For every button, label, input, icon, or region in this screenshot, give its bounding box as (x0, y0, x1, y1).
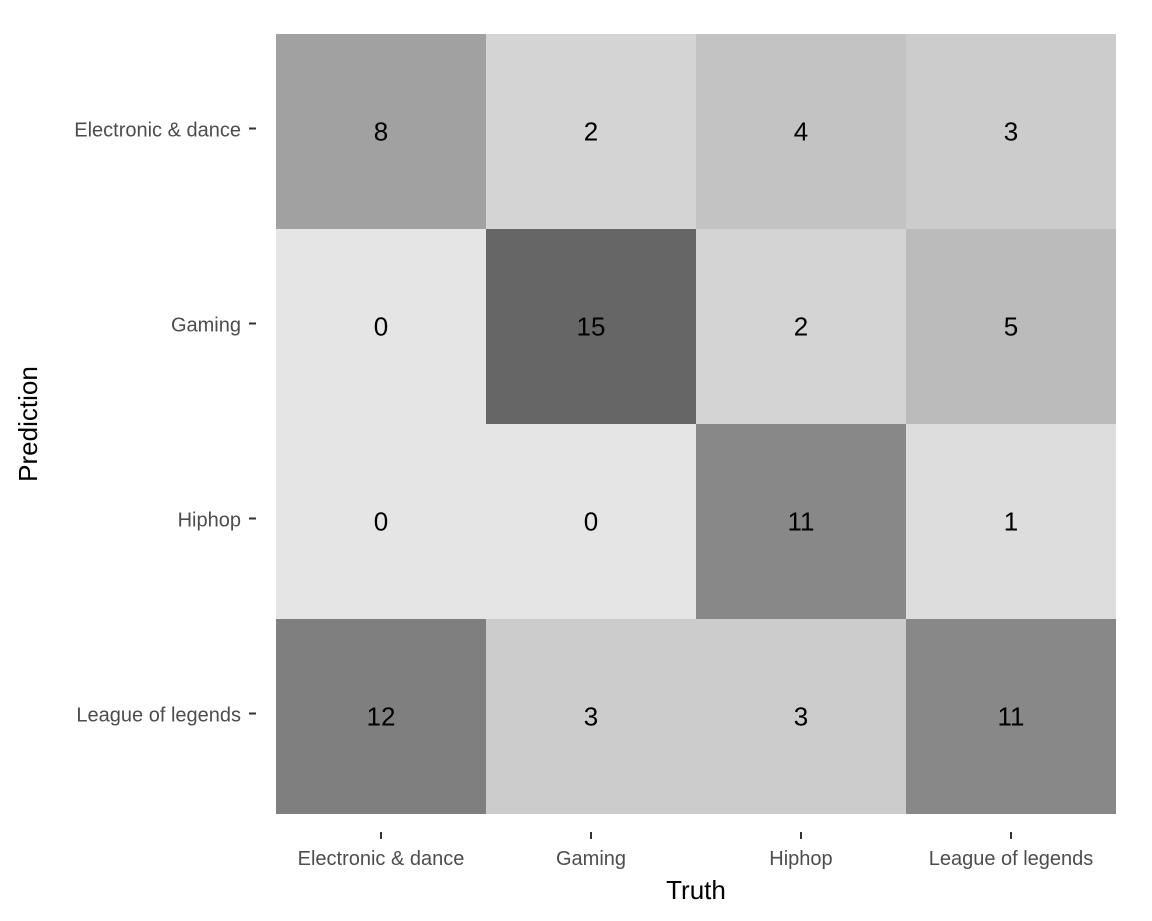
x-tick-label: Gaming (556, 848, 626, 870)
heatmap-cell (486, 229, 696, 424)
cell-value-label: 11 (788, 507, 815, 537)
cell-value-label: 1 (1004, 507, 1018, 537)
y-tick-label: Hiphop (178, 510, 241, 532)
cell-value-label: 2 (794, 312, 808, 342)
cell-value-label: 11 (998, 702, 1025, 732)
cell-value-label: 2 (584, 117, 598, 147)
x-axis-title: Truth (666, 875, 726, 905)
heatmap-cell (696, 34, 906, 229)
y-tick-label: Electronic & dance (74, 120, 241, 142)
x-tick-label: League of legends (929, 848, 1094, 870)
cell-value-label: 0 (584, 507, 598, 537)
y-axis-title: Prediction (13, 366, 43, 482)
heatmap-cell (276, 34, 486, 229)
cell-value-label: 0 (374, 312, 388, 342)
cell-value-label: 12 (367, 702, 396, 732)
heatmap-cell (486, 34, 696, 229)
cell-value-label: 4 (794, 117, 808, 147)
heatmap-cell (276, 229, 486, 424)
heatmap-cells (276, 34, 1116, 814)
y-axis: Electronic & dance Gaming Hiphop League of … (74, 120, 256, 727)
y-tick-label: Gaming (171, 315, 241, 337)
x-axis: Electronic & dance Gaming Hiphop League of … (298, 832, 1094, 870)
cell-value-label: 3 (584, 702, 598, 732)
heatmap-cell (696, 424, 906, 619)
heatmap-cell (276, 619, 486, 814)
cell-value-label: 5 (1004, 312, 1018, 342)
cell-value-label: 3 (1004, 117, 1018, 147)
heatmap-cell (906, 424, 1116, 619)
cell-value-label: 0 (374, 507, 388, 537)
heatmap-cell (906, 619, 1116, 814)
x-tick-label: Electronic & dance (298, 848, 465, 870)
x-tick-label: Hiphop (769, 848, 832, 870)
heatmap-cell (906, 34, 1116, 229)
heatmap-cell (276, 424, 486, 619)
cell-value-label: 3 (794, 702, 808, 732)
heatmap-cell-labels: 8 2 4 30 15 2 50 0 11 112 3 3 11 (367, 117, 1025, 732)
y-tick-label: League of legends (76, 705, 241, 727)
heatmap-cell (486, 619, 696, 814)
heatmap-cell (696, 619, 906, 814)
cell-value-label: 8 (374, 117, 388, 147)
heatmap-cell (696, 229, 906, 424)
cell-value-label: 15 (577, 312, 606, 342)
heatmap-cell (906, 229, 1116, 424)
heatmap-cell (486, 424, 696, 619)
